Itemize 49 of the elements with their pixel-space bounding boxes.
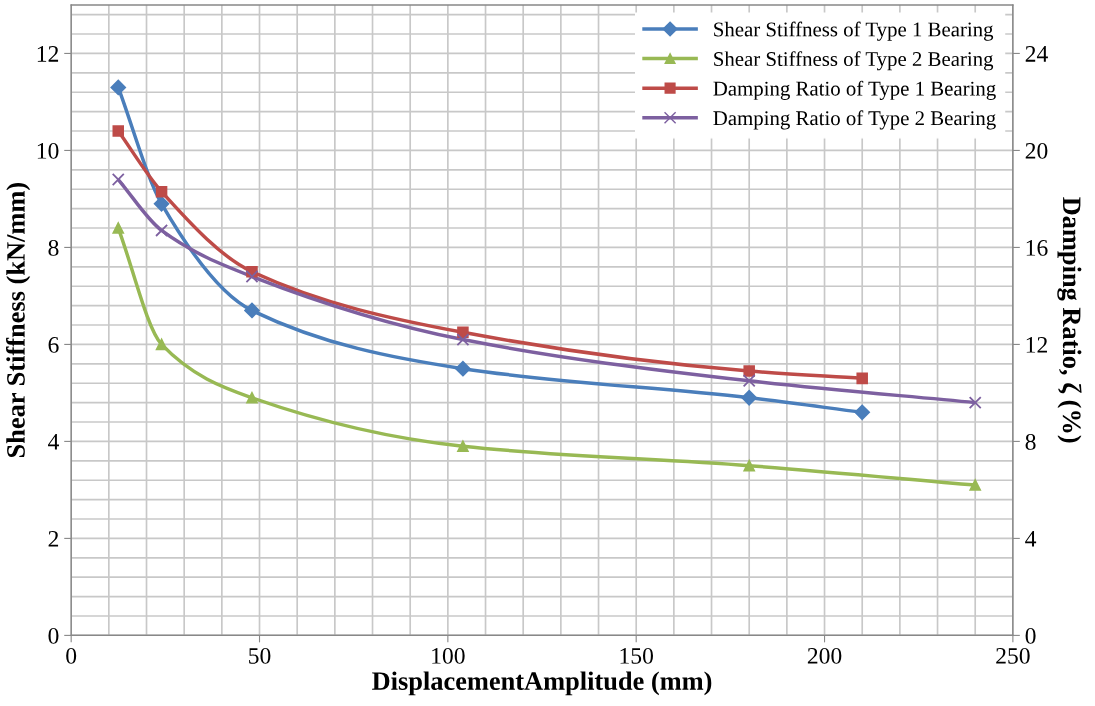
x-tick-label: 250 xyxy=(996,647,1030,664)
legend-label: Shear Stiffness of Type 1 Bearing xyxy=(714,21,994,41)
y2-tick-label: 12 xyxy=(1026,336,1047,353)
point xyxy=(155,223,169,237)
point xyxy=(969,479,981,491)
y2-tick-label: 16 xyxy=(1026,239,1048,256)
y2-tick-label: 20 xyxy=(1025,142,1048,159)
y-tick-label: 2 xyxy=(48,530,59,547)
x-tick-label: 200 xyxy=(807,647,842,664)
point xyxy=(741,389,757,406)
y2-tick-label: 8 xyxy=(1025,433,1036,450)
point xyxy=(110,79,127,96)
point xyxy=(456,333,470,347)
y-tick-label: 4 xyxy=(48,434,59,450)
y2-tick-label: 0 xyxy=(1025,627,1036,644)
y-tick-label: 6 xyxy=(48,336,59,353)
point xyxy=(743,459,755,472)
y-tick-label: 8 xyxy=(48,239,59,256)
point xyxy=(245,270,259,283)
x-tick-label: 150 xyxy=(620,647,653,664)
point xyxy=(455,360,471,377)
y2-tick-label: 24 xyxy=(1025,46,1048,62)
point xyxy=(968,396,982,410)
legend-label: Damping Ratio of Type 1 Bearing xyxy=(713,80,996,100)
y-axis-title: Shear Stiffness (kN/mm) xyxy=(6,183,31,458)
point xyxy=(244,302,260,319)
point xyxy=(112,222,125,234)
point xyxy=(111,173,125,186)
x-tick-label: 50 xyxy=(249,647,271,664)
point xyxy=(155,338,168,351)
point xyxy=(155,185,168,198)
point xyxy=(742,374,756,388)
point xyxy=(856,372,868,385)
x-tick-label: 0 xyxy=(66,647,77,664)
x-axis-title: DisplacementAmplitude (mm) xyxy=(372,671,712,696)
point xyxy=(743,365,755,377)
y-tick-label: 12 xyxy=(37,46,59,62)
y-tick-label: 0 xyxy=(48,627,59,644)
y-tick-label: 10 xyxy=(37,142,59,159)
point xyxy=(457,440,469,453)
y2-tick-label: 4 xyxy=(1025,531,1037,547)
y2-axis-title: Damping Ratio, ζ (%) xyxy=(1057,197,1082,443)
point xyxy=(854,404,870,421)
point xyxy=(246,391,258,404)
point xyxy=(112,125,125,137)
point xyxy=(153,195,170,212)
legend-label: Damping Ratio of Type 2 Bearing xyxy=(713,110,996,130)
x-tick-label: 100 xyxy=(432,647,465,664)
legend-label: Shear Stiffness of Type 2 Bearing xyxy=(714,51,994,71)
